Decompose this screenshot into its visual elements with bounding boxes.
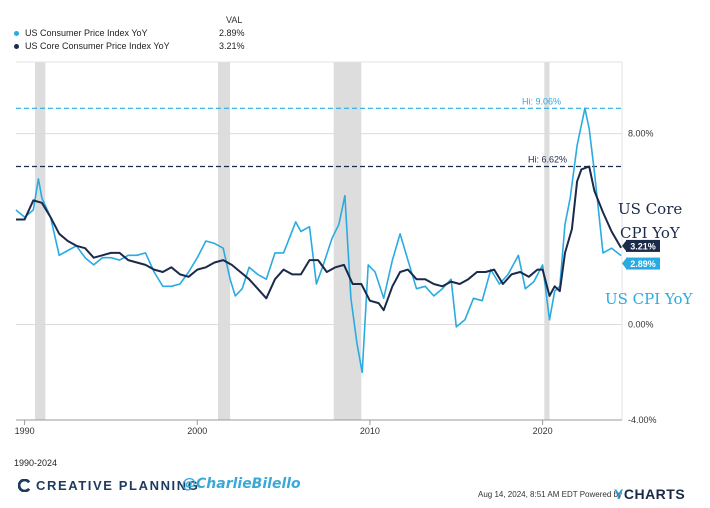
- recession-band-3: [544, 62, 550, 420]
- legend-item-cpi[interactable]: US Consumer Price Index YoY 2.89%: [14, 27, 245, 40]
- brand-name: CREATIVE PLANNING: [36, 478, 200, 493]
- legend-dot-cpi-icon: [14, 31, 19, 37]
- date-range: 1990-2024: [14, 458, 58, 468]
- reference-line-label-1: Hi: 6.62%: [528, 155, 567, 165]
- legend-value-core: 3.21%: [219, 41, 245, 51]
- y-tick-label: 8.00%: [628, 129, 654, 139]
- author-handle[interactable]: @CharlieBilello: [182, 476, 301, 492]
- handwritten-cpi-label: US CPI YoY: [605, 290, 693, 308]
- legend-label-core: US Core Consumer Price Index YoY: [25, 41, 170, 51]
- legend-label-cpi: US Consumer Price Index YoY: [25, 28, 148, 38]
- y-tick-label: 0.00%: [628, 320, 654, 330]
- last-value-badge-arrow-0: [622, 258, 626, 269]
- handwritten-core-label-2: CPI YoY: [620, 224, 680, 242]
- legend-value-cpi: 2.89%: [219, 28, 245, 38]
- timestamp: Aug 14, 2024, 8:51 AM EDT Powered by: [478, 490, 622, 499]
- reference-lines: Hi: 9.06% Hi: 6.62%: [16, 96, 622, 168]
- x-tick-label: 2000: [187, 426, 207, 436]
- legend-header: VAL: [226, 15, 243, 25]
- last-value-badge-arrow-1: [622, 240, 626, 251]
- recession-band-0: [34, 62, 46, 420]
- x-tick-label: 2020: [533, 426, 553, 436]
- last-value-label-1: 3.21%: [630, 241, 656, 251]
- x-tick-label: 2010: [360, 426, 380, 436]
- series-lines: [15, 107, 622, 374]
- x-axis: 1990 2000 2010 2020: [15, 419, 622, 436]
- brand-logo: CREATIVE PLANNING: [18, 478, 199, 493]
- handwritten-core-label-1: US Core: [618, 200, 683, 218]
- recession-bands: [34, 62, 550, 420]
- legend-item-core[interactable]: US Core Consumer Price Index YoY 3.21%: [14, 40, 245, 53]
- reference-line-label-0: Hi: 9.06%: [522, 96, 561, 106]
- x-tick-label: 1990: [15, 426, 35, 436]
- last-value-badge-1: [626, 239, 660, 252]
- ycharts-logo-y: Y: [614, 486, 624, 502]
- ycharts-logo-rest: CHARTS: [623, 486, 686, 502]
- series-line-0: [15, 107, 622, 374]
- series-line-1: [16, 165, 622, 312]
- last-value-label-0: 2.89%: [630, 259, 656, 269]
- last-value-badges: 2.89% 3.21%: [622, 239, 660, 270]
- last-value-badge-0: [626, 257, 660, 270]
- legend-dot-core-icon: [14, 44, 19, 50]
- recession-band-1: [218, 62, 231, 420]
- y-tick-label: -4.00%: [628, 415, 657, 425]
- creative-planning-logo-icon: [18, 479, 31, 492]
- ycharts-logo[interactable]: YCHARTS: [614, 486, 685, 502]
